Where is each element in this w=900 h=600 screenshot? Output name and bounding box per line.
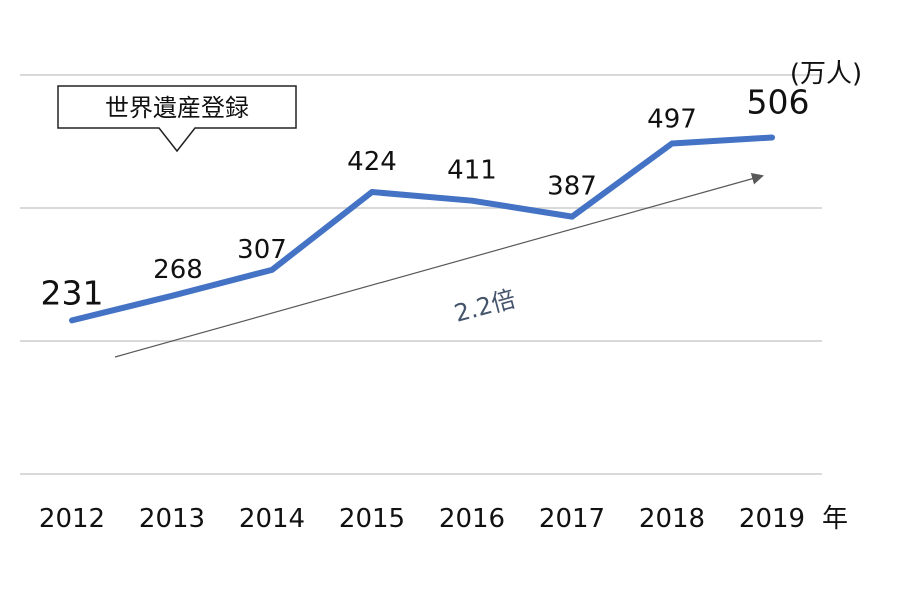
trend-label: 2.2倍: [451, 285, 518, 328]
y-axis-unit: (万人): [790, 59, 862, 89]
data-label: 268: [153, 255, 203, 285]
callout-text: 世界遺産登録: [105, 94, 249, 122]
x-axis-unit: 年: [822, 504, 848, 534]
x-tick-label: 2017: [539, 504, 605, 534]
x-axis-ticks: 2012 2013 2014 2015 2016 2017 2018 2019: [39, 504, 805, 534]
callout-box: [57, 85, 297, 153]
x-tick-label: 2018: [639, 504, 705, 534]
data-label: 231: [41, 273, 104, 312]
data-label: 506: [747, 83, 810, 122]
data-label: 497: [647, 104, 697, 134]
x-tick-label: 2014: [239, 504, 305, 534]
trend-arrow: [114, 172, 764, 358]
gridlines: [20, 74, 822, 475]
data-label: 411: [447, 156, 497, 186]
series-line: [69, 134, 775, 324]
x-tick-label: 2012: [39, 504, 105, 534]
callout: 世界遺産登録: [57, 85, 297, 153]
x-tick-label: 2016: [439, 504, 505, 534]
data-label: 387: [547, 172, 597, 202]
data-labels: 231 268 307 424 411 387 497 506: [41, 83, 810, 313]
x-tick-label: 2013: [139, 504, 205, 534]
x-tick-label: 2019: [739, 504, 805, 534]
data-label: 307: [237, 235, 287, 265]
x-tick-label: 2015: [339, 504, 405, 534]
data-label: 424: [347, 147, 397, 177]
